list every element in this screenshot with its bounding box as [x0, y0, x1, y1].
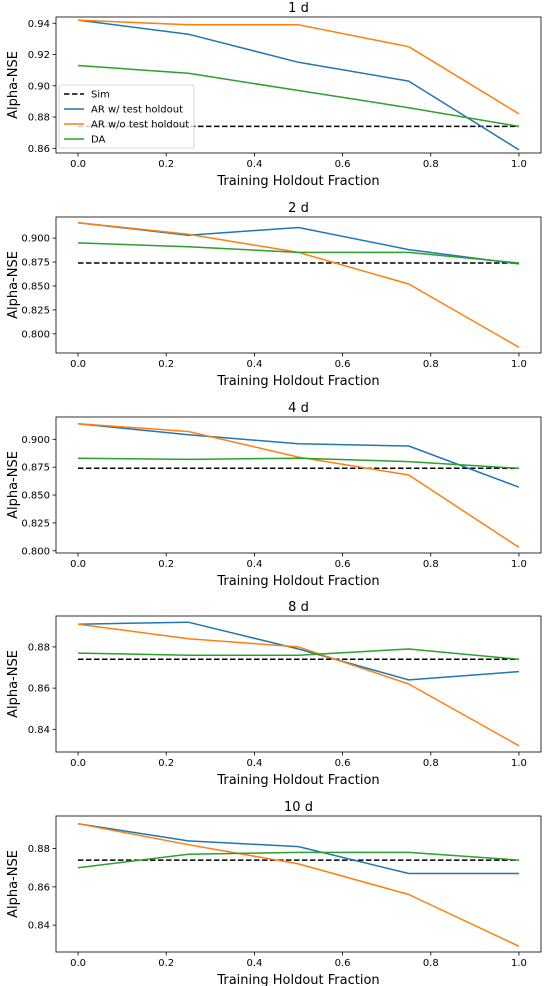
- x-axis-label: Training Holdout Fraction: [216, 973, 379, 986]
- y-tick-label: 0.900: [21, 234, 50, 245]
- x-axis-label: Training Holdout Fraction: [216, 773, 379, 788]
- y-tick-label: 0.850: [21, 281, 50, 292]
- axes-frame: [56, 417, 541, 553]
- x-tick-label: 0.8: [423, 159, 439, 170]
- y-tick-label: 0.92: [28, 50, 50, 61]
- x-tick-label: 0.6: [335, 958, 351, 969]
- legend: Sim AR w/ test holdout AR w/o test holdout…: [59, 85, 194, 148]
- x-tick-label: 0.4: [246, 758, 262, 769]
- y-axis-label: Alpha-NSE: [6, 451, 21, 519]
- y-axis-label: Alpha-NSE: [6, 850, 21, 918]
- y-axis-label: Alpha-NSE: [6, 251, 21, 319]
- subplot-3: 4 d 0.0 0.2 0.4 0.6 0.8 1.0 0.800 0.825 0.850 0.87…: [6, 401, 541, 589]
- x-tick-label: 0.0: [70, 758, 86, 769]
- x-axis-label: Training Holdout Fraction: [216, 574, 379, 589]
- y-tick-label: 0.875: [21, 463, 50, 474]
- subplot-4: 8 d 0.0 0.2 0.4 0.6 0.8 1.0 0.84 0.86 0.88 Trainin…: [6, 600, 541, 788]
- subplot-title: 1 d: [288, 1, 309, 16]
- x-tick-label: 0.8: [423, 958, 439, 969]
- y-axis-label: Alpha-NSE: [6, 650, 21, 718]
- x-tick-label: 1.0: [511, 559, 527, 570]
- y-tick-label: 0.875: [21, 258, 50, 269]
- x-tick-label: 1.0: [511, 159, 527, 170]
- x-tick-label: 0.0: [70, 559, 86, 570]
- series-line-ar-w-test-holdout: [78, 824, 519, 874]
- subplot-title: 8 d: [288, 600, 309, 615]
- series-line-ar-w-test-holdout: [78, 424, 519, 488]
- axes-frame: [56, 816, 541, 952]
- y-tick-label: 0.86: [28, 684, 50, 695]
- y-tick-label: 0.800: [21, 546, 50, 557]
- y-tick-label: 0.86: [28, 882, 50, 893]
- y-tick-label: 0.88: [28, 642, 50, 653]
- legend-entry: AR w/o test holdout: [91, 120, 189, 131]
- series-line-ar-w-o-test-holdout: [78, 223, 519, 348]
- x-tick-label: 0.4: [246, 958, 262, 969]
- y-tick-label: 0.88: [28, 844, 50, 855]
- y-tick-label: 0.84: [28, 725, 50, 736]
- x-tick-label: 1.0: [511, 359, 527, 370]
- series-line-ar-w-test-holdout: [78, 622, 519, 680]
- x-tick-label: 0.4: [246, 159, 262, 170]
- axes-frame: [56, 217, 541, 353]
- y-tick-label: 0.900: [21, 435, 50, 446]
- x-axis-label: Training Holdout Fraction: [216, 374, 379, 389]
- y-tick-label: 0.825: [21, 305, 50, 316]
- x-tick-label: 0.8: [423, 758, 439, 769]
- legend-entry: Sim: [91, 90, 110, 101]
- series-line-da: [78, 649, 519, 659]
- subplot-2: 2 d 0.0 0.2 0.4 0.6 0.8 1.0 0.800 0.825 0.850 0.87…: [6, 201, 541, 389]
- y-tick-label: 0.84: [28, 921, 50, 932]
- x-axis-label: Training Holdout Fraction: [216, 174, 379, 189]
- y-tick-label: 0.86: [28, 144, 50, 155]
- x-tick-label: 0.8: [423, 359, 439, 370]
- x-tick-label: 0.2: [158, 559, 174, 570]
- y-tick-label: 0.850: [21, 491, 50, 502]
- subplot-title: 2 d: [288, 201, 309, 216]
- y-tick-label: 0.825: [21, 518, 50, 529]
- y-tick-label: 0.88: [28, 113, 50, 124]
- series-line-ar-w-o-test-holdout: [78, 624, 519, 746]
- subplot-1: 1 d 0.0 0.2 0.4 0.6 0.8 1.0 0.86 0.88 0.90 0.92 0.9…: [6, 1, 541, 189]
- x-tick-label: 1.0: [511, 758, 527, 769]
- x-tick-label: 0.2: [158, 159, 174, 170]
- legend-entry: DA: [91, 135, 106, 146]
- x-tick-label: 0.2: [158, 958, 174, 969]
- x-tick-label: 0.6: [335, 758, 351, 769]
- x-tick-label: 0.6: [335, 359, 351, 370]
- legend-entry: AR w/ test holdout: [91, 105, 183, 116]
- x-tick-label: 0.0: [70, 359, 86, 370]
- series-line-ar-w-o-test-holdout: [78, 824, 519, 947]
- subplot-title: 10 d: [284, 800, 313, 815]
- x-tick-label: 0.0: [70, 159, 86, 170]
- x-tick-label: 0.0: [70, 958, 86, 969]
- y-tick-label: 0.800: [21, 329, 50, 340]
- x-tick-label: 0.2: [158, 758, 174, 769]
- x-tick-label: 0.6: [335, 159, 351, 170]
- series-line-da: [78, 243, 519, 263]
- y-tick-label: 0.94: [28, 19, 50, 30]
- x-tick-label: 0.6: [335, 559, 351, 570]
- axes-frame: [56, 616, 541, 752]
- subplot-title: 4 d: [288, 401, 309, 416]
- x-tick-label: 0.4: [246, 359, 262, 370]
- x-tick-label: 0.4: [246, 559, 262, 570]
- x-tick-label: 1.0: [511, 958, 527, 969]
- x-tick-label: 0.8: [423, 559, 439, 570]
- subplot-5: 10 d 0.0 0.2 0.4 0.6 0.8 1.0 0.84 0.86 0.88 Traini…: [6, 800, 541, 986]
- x-tick-label: 0.2: [158, 359, 174, 370]
- y-tick-label: 0.90: [28, 81, 50, 92]
- series-line-ar-w-o-test-holdout: [78, 424, 519, 548]
- y-axis-label: Alpha-NSE: [6, 51, 21, 119]
